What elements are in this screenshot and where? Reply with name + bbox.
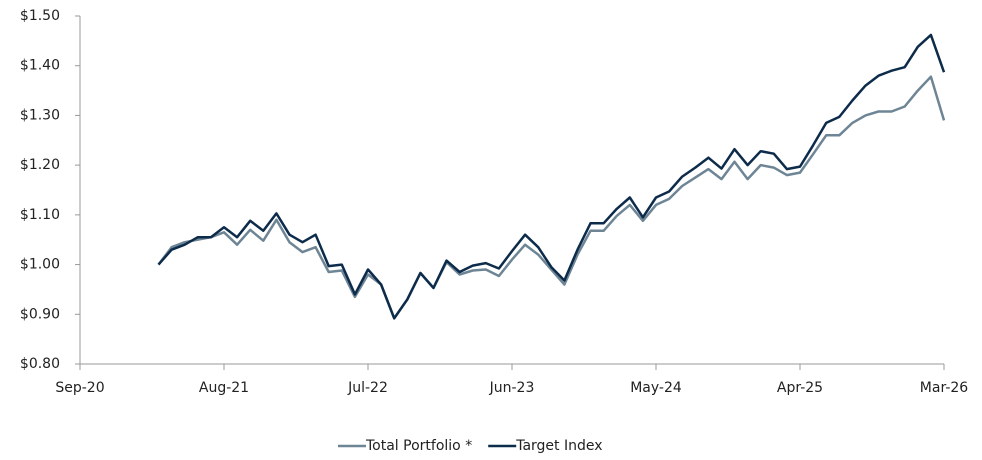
x-tick-label: Jul-22 — [347, 380, 388, 396]
y-tick-label: $1.50 — [20, 8, 60, 24]
x-tick-label: Apr-25 — [777, 380, 823, 396]
y-tick-label: $1.30 — [20, 107, 60, 123]
x-tick-label: Sep-20 — [55, 380, 104, 396]
y-tick-label: $1.40 — [20, 58, 60, 74]
y-tick-label: $1.20 — [20, 157, 60, 173]
legend-label: Total Portfolio * — [365, 438, 472, 454]
x-tick-label: Mar-26 — [920, 380, 968, 396]
x-tick-label: Jun-23 — [489, 380, 535, 396]
y-tick-label: $0.90 — [20, 306, 60, 322]
y-tick-label: $1.00 — [20, 257, 60, 273]
x-tick-label: Aug-21 — [199, 380, 249, 396]
y-tick-label: $1.10 — [20, 207, 60, 223]
series-line — [157, 75, 946, 320]
legend-label: Target Index — [515, 438, 602, 454]
y-tick-label: $0.80 — [20, 356, 60, 372]
series-line — [157, 33, 946, 320]
x-tick-label: May-24 — [630, 380, 682, 396]
